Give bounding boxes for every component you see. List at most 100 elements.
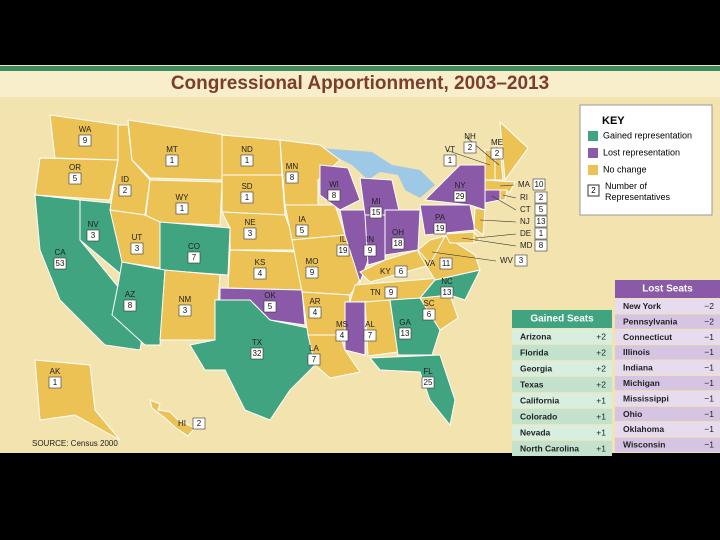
table-row — [615, 345, 720, 360]
rep-box — [130, 242, 144, 255]
state-abbr: IN — [366, 235, 374, 244]
state-abbr: NJ — [520, 217, 530, 226]
table-state: Nevada — [520, 427, 551, 437]
state — [473, 207, 486, 236]
key-label: Lost representation — [603, 147, 680, 157]
table-change: −1 — [704, 347, 714, 357]
rep-count: 7 — [312, 355, 317, 364]
table-row — [512, 345, 612, 360]
rep-count: 15 — [372, 208, 381, 217]
table-change: +1 — [596, 411, 606, 421]
rep-box — [308, 306, 322, 319]
table-row — [512, 409, 612, 424]
rep-box — [263, 300, 277, 313]
leader-line — [475, 233, 517, 239]
state-abbr: AK — [50, 367, 61, 376]
rep-box — [78, 134, 92, 147]
state-abbr: AR — [309, 297, 320, 306]
rep-count: 1 — [448, 156, 453, 165]
table-row — [615, 376, 720, 391]
rep-count: 9 — [389, 288, 394, 297]
table-state: Georgia — [520, 363, 552, 373]
table-change: +2 — [596, 379, 606, 389]
rep-count: 3 — [91, 231, 96, 240]
leader-line — [499, 184, 515, 187]
rep-box — [250, 347, 264, 360]
state-abbr: VA — [425, 259, 436, 268]
table-change: +1 — [596, 395, 606, 405]
rep-box — [86, 229, 100, 242]
state-abbr: KS — [255, 258, 266, 267]
rep-box — [192, 417, 206, 430]
state-abbr: PA — [435, 213, 446, 222]
rep-count: 4 — [258, 269, 263, 278]
table-state: Wisconsin — [623, 440, 665, 450]
rep-count: 13 — [401, 329, 410, 338]
state — [159, 221, 231, 276]
rep-count: 3 — [248, 229, 253, 238]
table-row — [615, 391, 720, 406]
state-abbr: MO — [306, 257, 319, 266]
state-abbr: NY — [454, 181, 466, 190]
rep-count: 5 — [300, 226, 305, 235]
title-band — [0, 71, 720, 97]
state-abbr: MA — [518, 180, 531, 189]
table-state: California — [520, 395, 559, 405]
key-swatch — [588, 131, 598, 141]
rep-box — [463, 141, 477, 154]
rep-box — [384, 286, 398, 299]
key-title: KEY — [602, 115, 625, 127]
rep-box — [534, 239, 548, 252]
lakes — [318, 148, 435, 198]
table-row — [512, 441, 612, 456]
table-change: −1 — [704, 440, 714, 450]
rep-count: 1 — [539, 229, 544, 238]
state-abbr: NM — [179, 295, 192, 304]
table-state: Florida — [520, 347, 549, 357]
state-abbr: VT — [445, 145, 455, 154]
rep-count: 7 — [368, 331, 373, 340]
table-state: Connecticut — [623, 332, 672, 342]
leader-line — [431, 251, 497, 262]
state-abbr: OH — [392, 228, 404, 237]
rep-count: 1 — [53, 378, 58, 387]
rep-box — [327, 189, 341, 202]
state-abbr: MN — [286, 162, 299, 171]
state-abbr: AZ — [125, 290, 135, 299]
state-abbr: MI — [372, 197, 381, 206]
rep-count: 9 — [368, 246, 373, 255]
table-row — [615, 360, 720, 375]
state-abbr: ND — [241, 145, 253, 154]
state-abbr: TX — [252, 338, 263, 347]
rep-box — [421, 376, 435, 389]
table-state: New York — [623, 301, 661, 311]
state — [344, 301, 366, 356]
rep-count: 9 — [310, 268, 315, 277]
table-change: +2 — [596, 331, 606, 341]
table-change: −1 — [704, 363, 714, 373]
top-band — [0, 66, 720, 71]
leader-line — [465, 136, 500, 166]
rep-box — [305, 266, 319, 279]
state-abbr: WV — [500, 256, 514, 265]
table-state: Colorado — [520, 411, 557, 421]
rep-box — [490, 147, 504, 160]
state — [368, 354, 456, 427]
table-row — [512, 361, 612, 376]
rep-box — [514, 254, 528, 267]
state-abbr: HI — [178, 419, 186, 428]
title: Congressional Apportionment, 2003–2013 — [171, 73, 549, 94]
state-abbr: NC — [441, 277, 453, 286]
table-change: −1 — [704, 332, 714, 342]
state-abbr: ME — [491, 138, 503, 147]
key-number-label: Number of Representatives — [605, 181, 671, 202]
state — [221, 174, 286, 216]
rep-box — [369, 206, 383, 219]
great-lakes — [318, 148, 435, 198]
leader-line — [445, 149, 491, 166]
table-change: +1 — [596, 443, 606, 453]
rep-count: 25 — [424, 378, 433, 387]
rep-count: 8 — [290, 173, 295, 182]
